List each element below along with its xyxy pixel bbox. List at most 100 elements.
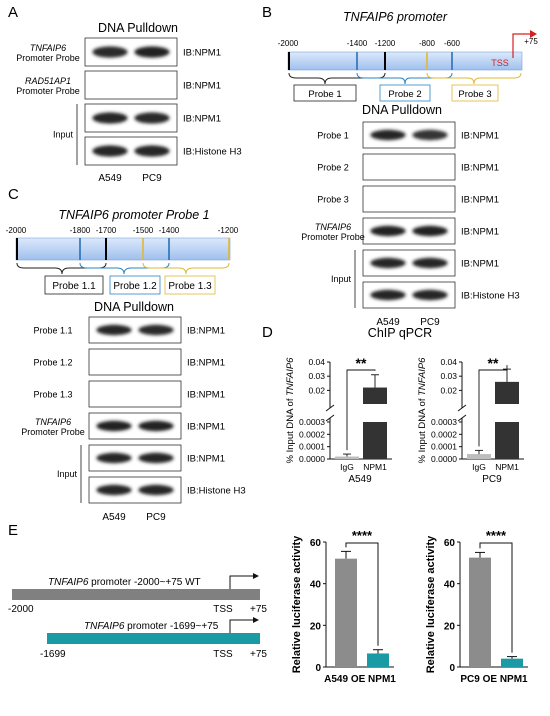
significance-marker: ** xyxy=(488,355,499,371)
significance-marker: **** xyxy=(352,528,373,543)
probe-box xyxy=(293,84,357,102)
axis-break xyxy=(325,414,335,422)
blot-band xyxy=(412,129,448,141)
x-axis-label: A549 OE NPM1 xyxy=(324,674,396,685)
y-axis-label-gene: TNFAIP6 xyxy=(417,357,428,396)
ib-label: IB:NPM1 xyxy=(461,195,499,206)
y-axis-label-gene: TNFAIP6 xyxy=(285,357,296,396)
axis-break xyxy=(325,404,335,412)
panel-d-title: ChIP qPCR xyxy=(368,326,432,340)
panel-c-blot: IB:NPM1 Probe 1.1 IB:NPM1 Probe 1.2 IB:NPM1 P… xyxy=(21,316,246,523)
panel-b-letter: B xyxy=(262,4,272,21)
panel-b-blot-title: DNA Pulldown xyxy=(362,103,442,117)
y-tick-label: 0.0000 xyxy=(299,454,325,464)
ib-label: IB:NPM1 xyxy=(461,259,499,270)
y-tick-label: 0.0001 xyxy=(299,442,325,452)
coord-label: +75 xyxy=(524,37,538,46)
x-axis-label: PC9 xyxy=(482,474,502,485)
y-axis-label: Relative luciferase activity xyxy=(425,535,437,673)
tss-arrow xyxy=(229,619,256,633)
construct-desc: promoter -2000~+75 WT xyxy=(88,577,200,588)
category-label: IgG xyxy=(340,462,354,472)
ib-label: IB:Histone H3 xyxy=(461,291,520,302)
category-label: NPM1 xyxy=(495,462,519,472)
blot-band xyxy=(370,289,406,301)
lane-label: PC9 xyxy=(142,173,162,184)
construct-tss: TSS xyxy=(213,604,233,615)
y-tick-label: 0.0000 xyxy=(431,454,457,464)
y-tick-label: 0.0002 xyxy=(431,429,457,439)
coord-label: -1400 xyxy=(347,39,368,48)
y-tick-label: 20 xyxy=(444,621,456,632)
panel-e-constructs: TNFAIP6 promoter -2000~+75 WT -2000 TSS … xyxy=(8,573,267,660)
panel-c-promoter-map: -2000 -1800 -1700 -1500 -1400 -1200 Prob… xyxy=(6,226,239,295)
coord-label: -800 xyxy=(419,39,436,48)
blot-band xyxy=(138,420,174,432)
panel-b-promoter-map: -2000 -1400 -1200 -800 -600 +75 TSS Prob… xyxy=(278,30,538,102)
blot-row-frame xyxy=(84,70,178,100)
blot-band xyxy=(370,225,406,237)
probe-row-label: Probe 1 xyxy=(317,131,349,141)
blot-band xyxy=(96,484,132,496)
probe-brace xyxy=(426,72,522,85)
y-tick-label: 0 xyxy=(449,663,455,674)
construct-trunc-bar xyxy=(47,633,260,644)
x-axis-label: PC9 OE NPM1 xyxy=(460,674,528,685)
blot-band xyxy=(412,225,448,237)
ib-label: IB:NPM1 xyxy=(187,422,225,433)
category-label: IgG xyxy=(472,462,486,472)
lane-label: PC9 xyxy=(146,512,166,523)
blot-band xyxy=(92,46,128,58)
panel-c-title: TNFAIP6 promoter Probe 1 xyxy=(58,208,209,222)
probe-row-label: RAD51AP1 xyxy=(25,76,71,86)
panel-d-charts: 0.0000 0.0001 0.0002 0.0003 0.02 0.03 0.04 IgG N… xyxy=(285,355,524,485)
y-tick-label: 0 xyxy=(315,663,321,674)
ib-label: IB:NPM1 xyxy=(187,358,225,369)
y-tick-label: 0.03 xyxy=(308,371,325,381)
tss-label: TSS xyxy=(491,58,509,68)
probe-row-label: Promoter Probe xyxy=(16,53,80,63)
coord-label: -1200 xyxy=(218,226,239,235)
ib-label: IB:NPM1 xyxy=(187,454,225,465)
axis-break xyxy=(457,404,467,412)
lane-label: A549 xyxy=(102,512,126,523)
panel-b: B TNFAIP6 promoter -2000 -1400 -1200 -80… xyxy=(262,4,538,328)
blot-band xyxy=(134,46,170,58)
blot-band xyxy=(412,257,448,269)
y-tick-label: 20 xyxy=(310,621,322,632)
blot-band xyxy=(138,484,174,496)
construct-trunc-label: TNFAIP6 promoter -1699~+75 xyxy=(84,621,219,632)
coord-label: -1400 xyxy=(159,226,180,235)
panel-b-blot: IB:NPM1 Probe 1 IB:NPM1 Probe 2 IB:NPM1 Probe… xyxy=(301,121,520,328)
tss-arrowhead xyxy=(253,617,259,623)
promoter-bar xyxy=(15,237,231,261)
probe-row-label: Promoter Probe xyxy=(21,427,85,437)
significance-bracket xyxy=(346,369,376,451)
panel-c-letter: C xyxy=(8,186,19,203)
y-tick-label: 0.04 xyxy=(308,357,325,367)
input-label: Input xyxy=(53,130,74,140)
ib-label: IB:NPM1 xyxy=(461,227,499,238)
y-axis-label: Relative luciferase activity xyxy=(291,535,303,673)
y-axis-label: % Input DNA of TNFAIP6 xyxy=(417,357,428,464)
lane-label: A549 xyxy=(98,173,122,184)
probe-brace xyxy=(142,262,230,275)
probe-row-label: Probe 2 xyxy=(317,163,349,173)
ib-label: IB:Histone H3 xyxy=(187,486,246,497)
ib-label: IB:NPM1 xyxy=(183,81,221,92)
tss-arrowhead xyxy=(253,573,259,579)
blot-row-frame xyxy=(362,185,456,213)
probe-label: Probe 1.1 xyxy=(52,281,96,292)
y-tick-label: 0.0003 xyxy=(299,417,325,427)
blot-band xyxy=(96,452,132,464)
bar xyxy=(367,653,389,667)
blot-band xyxy=(138,324,174,336)
y-axis-label: % Input DNA of TNFAIP6 xyxy=(285,357,296,464)
probe-label: Probe 1.3 xyxy=(168,281,212,292)
panel-e-charts: 0 20 40 60 **** A549 OE NPM1 Relative lucifera… xyxy=(291,528,528,685)
y-tick-label: 0.02 xyxy=(308,385,325,395)
y-tick-label: 0.0001 xyxy=(431,442,457,452)
construct-tss: TSS xyxy=(213,649,233,660)
